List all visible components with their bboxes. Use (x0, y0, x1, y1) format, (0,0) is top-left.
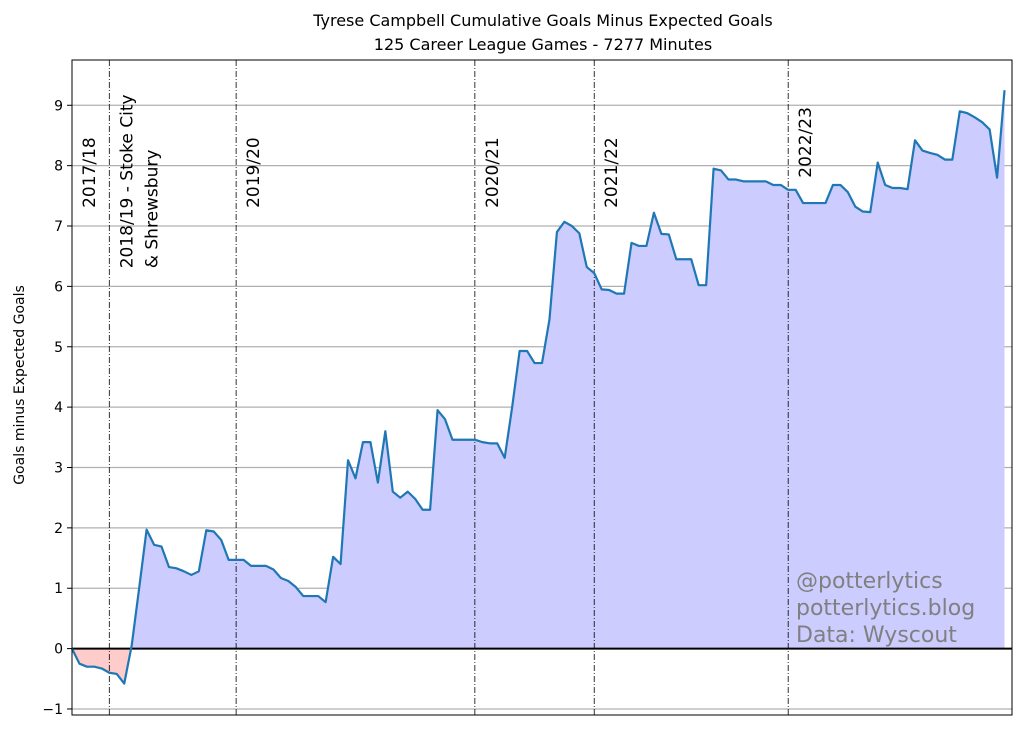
chart-subtitle: 125 Career League Games - 7277 Minutes (374, 35, 712, 54)
season-label: 2020/21 (483, 137, 503, 208)
y-tick-label: 8 (54, 159, 63, 175)
y-tick-label: 1 (54, 581, 63, 597)
season-label: 2018/19 - Stoke City (117, 94, 137, 268)
negative-area (72, 648, 1005, 684)
axes-frame (71, 59, 1013, 716)
season-label: 2019/20 (244, 137, 264, 208)
y-tick-label: 6 (54, 279, 63, 295)
season-label: & Shrewsbury (142, 150, 162, 269)
y-tick-label: −1 (42, 702, 63, 718)
watermark-handle: @potterlytics (796, 569, 943, 594)
cumulative-series-line (71, 90, 1006, 685)
y-tick-label: 0 (54, 642, 63, 658)
positive-area (72, 90, 1005, 649)
y-tick-label: 4 (54, 400, 63, 416)
y-tick-label: 2 (54, 521, 63, 537)
season-label: 2022/23 (796, 107, 816, 178)
y-tick-label: 7 (54, 219, 63, 235)
watermark: @potterlytics potterlytics.blog Data: Wy… (796, 569, 975, 648)
y-tick-label: 5 (54, 340, 63, 356)
y-tick-label: 3 (54, 460, 63, 476)
season-label: 2017/18 (80, 137, 100, 208)
watermark-source: Data: Wyscout (796, 623, 957, 648)
chart-title: Tyrese Campbell Cumulative Goals Minus E… (312, 11, 773, 30)
y-axis-label: Goals minus Expected Goals (12, 285, 28, 485)
watermark-blog: potterlytics.blog (796, 596, 975, 621)
season-label: 2021/22 (602, 137, 622, 208)
y-tick-label: 9 (54, 98, 63, 114)
